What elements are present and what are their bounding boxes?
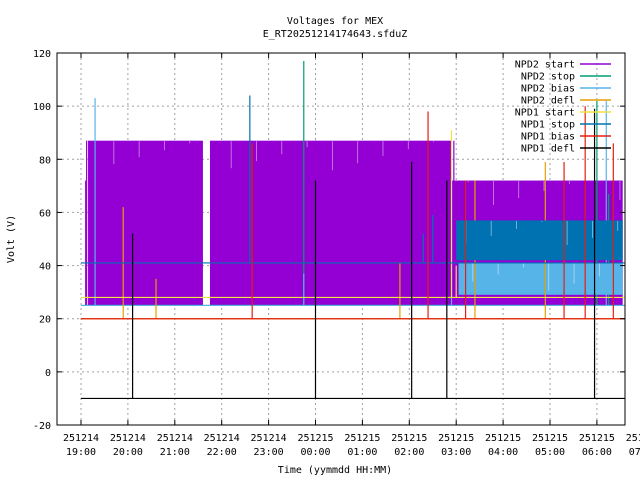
x-tick-date: 251215 [579,433,615,444]
x-tick-time: 03:00 [441,447,471,458]
legend-entry-label: NPD1 stop [521,120,575,131]
series-npd1-start [81,130,626,299]
y-tick-label: -20 [33,421,51,432]
series-npd1-defl [81,108,626,400]
x-tick-date: 251214 [157,433,193,444]
y-tick-label: 20 [39,315,51,326]
x-tick-date: 251215 [626,433,640,444]
x-tick-time: 07:00 [629,447,640,458]
x-tick-date: 251214 [63,433,99,444]
legend-entry-label: NPD1 bias [521,132,575,143]
y-tick-label: 0 [45,368,51,379]
series-band [88,140,203,306]
series-band [209,140,452,306]
plot-frame [56,52,626,426]
x-tick-time: 21:00 [160,447,190,458]
x-axis-label: Time (yymmdd HH:MM) [278,465,392,476]
x-tick-date: 251215 [297,433,333,444]
y-tick-label: 40 [39,262,51,273]
legend-entry-label: NPD2 stop [521,72,575,83]
series-npd1-bias [81,106,626,320]
y-tick-label: 120 [33,49,51,60]
series-band [458,262,623,295]
y-tick-label: 60 [39,208,51,219]
y-axis-label: Volt (V) [6,215,17,263]
y-tick-label: 80 [39,155,51,166]
x-tick-date: 251215 [438,433,474,444]
legend-entry-label: NPD1 start [515,108,575,119]
legend-entry-label: NPD2 defl [521,96,575,107]
x-tick-date: 251214 [110,433,146,444]
x-tick-time: 02:00 [394,447,424,458]
chart-title: Voltages for MEX [287,16,383,27]
x-tick-time: 20:00 [113,447,143,458]
x-tick-date: 251214 [251,433,287,444]
x-tick-time: 00:00 [300,447,330,458]
x-tick-date: 251215 [532,433,568,444]
x-tick-time: 01:00 [347,447,377,458]
y-axis-ticks: -20 0 20 40 60 80 100 120 [33,49,625,432]
x-tick-date: 251215 [344,433,380,444]
legend-entry-label: NPD2 start [515,60,575,71]
x-tick-time: 05:00 [535,447,565,458]
x-tick-time: 22:00 [207,447,237,458]
x-tick-time: 19:00 [66,447,96,458]
y-tick-label: 100 [33,102,51,113]
x-tick-time: 23:00 [254,447,284,458]
x-tick-date: 251214 [204,433,240,444]
series-layer [81,60,626,400]
legend-entry-label: NPD2 bias [521,84,575,95]
x-tick-date: 251215 [391,433,427,444]
legend-entry-label: NPD1 defl [521,144,575,155]
x-tick-date: 251215 [485,433,521,444]
x-axis-ticks: 251214 19:00 251214 20:00 251214 21:00 251214 2… [63,53,640,458]
chart-subtitle: E_RT20251214174643.sfduZ [263,29,408,40]
x-tick-time: 06:00 [582,447,612,458]
x-tick-time: 04:00 [488,447,518,458]
series-npd2-bias [81,98,626,307]
series-band [456,220,623,261]
